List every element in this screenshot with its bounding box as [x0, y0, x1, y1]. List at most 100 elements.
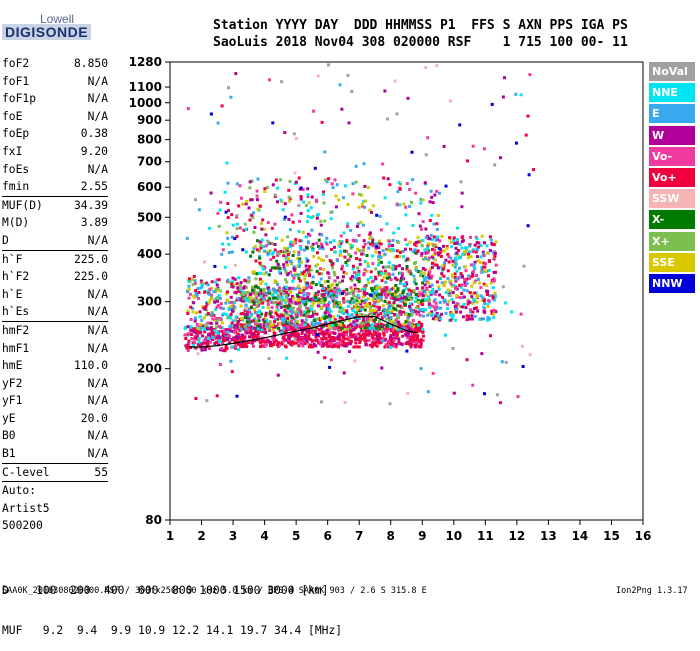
echo-point: [421, 287, 425, 291]
echo-point: [385, 286, 389, 290]
echo-point: [427, 242, 431, 246]
echo-point: [249, 306, 253, 310]
echo-point: [220, 347, 224, 350]
echo-point: [203, 341, 207, 345]
echo-point: [482, 299, 486, 303]
echo-point: [341, 317, 345, 321]
echo-point: [392, 296, 396, 300]
echo-point: [327, 63, 330, 67]
echo-point: [241, 291, 245, 295]
echo-point: [294, 287, 297, 291]
echo-point: [435, 263, 439, 267]
echo-point: [292, 296, 296, 300]
echo-point: [406, 316, 410, 320]
echo-point: [379, 322, 383, 326]
echo-point: [194, 291, 198, 295]
echo-point: [261, 318, 265, 322]
param-label: foEp: [2, 127, 30, 141]
echo-point: [283, 300, 287, 304]
echo-point: [314, 294, 318, 298]
echo-point: [271, 293, 275, 297]
echo-point: [452, 236, 456, 240]
echo-point: [341, 291, 344, 295]
echo-point: [362, 199, 366, 203]
echo-point: [307, 335, 310, 339]
echo-point: [390, 287, 394, 291]
echo-point: [317, 298, 321, 302]
echo-point: [352, 300, 356, 304]
echo-point: [406, 324, 410, 328]
echo-point: [375, 305, 379, 309]
echo-point: [401, 289, 405, 293]
echo-point: [306, 281, 310, 285]
echo-point: [268, 249, 272, 253]
echo-point: [414, 191, 418, 195]
echo-point: [319, 400, 323, 404]
legend-item: X-: [649, 210, 695, 230]
echo-point: [376, 294, 379, 298]
echo-point: [330, 296, 334, 300]
echo-point: [342, 196, 345, 200]
echo-point: [375, 334, 379, 338]
echo-point: [281, 208, 285, 212]
echo-point: [326, 310, 330, 314]
echo-point: [255, 248, 259, 252]
echo-point: [485, 244, 489, 248]
echo-point: [456, 254, 460, 258]
param-label: h`F2: [2, 270, 30, 284]
echo-point: [359, 302, 363, 306]
echo-point: [452, 283, 456, 287]
echo-point: [196, 337, 199, 341]
echo-point: [247, 206, 251, 210]
echo-point: [342, 371, 346, 375]
echo-point: [411, 249, 415, 253]
echo-point: [324, 320, 327, 324]
echo-point: [465, 277, 469, 281]
echo-point: [408, 322, 412, 326]
echo-point: [475, 241, 479, 244]
echo-point: [322, 324, 326, 328]
echo-point: [203, 290, 207, 294]
echo-point: [341, 335, 345, 339]
echo-point: [315, 326, 319, 330]
echo-point: [297, 284, 301, 288]
echo-point: [362, 162, 366, 166]
echo-point: [397, 337, 401, 341]
echo-point: [398, 281, 402, 285]
param-value: 0.38: [80, 127, 108, 141]
echo-point: [211, 328, 215, 331]
echo-point: [262, 324, 266, 328]
echo-point: [440, 273, 444, 277]
echo-point: [423, 278, 427, 282]
echo-point: [338, 281, 342, 284]
echo-point: [327, 177, 331, 181]
echo-point: [287, 297, 290, 301]
echo-point: [271, 183, 275, 187]
echo-point: [300, 291, 303, 294]
echo-point: [370, 311, 374, 314]
echo-point: [202, 316, 206, 320]
echo-point: [299, 326, 303, 330]
echo-point: [442, 283, 446, 287]
echo-point: [225, 161, 229, 165]
echo-point: [285, 290, 289, 294]
echo-point: [528, 353, 532, 357]
echo-point: [253, 297, 257, 301]
echo-point: [424, 298, 427, 301]
echo-point: [263, 316, 267, 320]
echo-point: [327, 323, 331, 327]
echo-point: [474, 250, 478, 254]
echo-point: [354, 273, 358, 277]
echo-point: [185, 236, 189, 240]
echo-point: [304, 303, 308, 307]
echo-point: [349, 254, 353, 258]
echo-point: [366, 186, 370, 189]
legend-item: NNE: [649, 83, 695, 103]
echo-point: [317, 300, 320, 304]
echo-point: [348, 291, 352, 295]
echo-point: [319, 223, 323, 227]
y-tick-label: 500: [137, 210, 162, 224]
echo-point: [306, 215, 310, 218]
echo-point: [433, 248, 437, 252]
y-tick-label: 600: [137, 180, 162, 194]
